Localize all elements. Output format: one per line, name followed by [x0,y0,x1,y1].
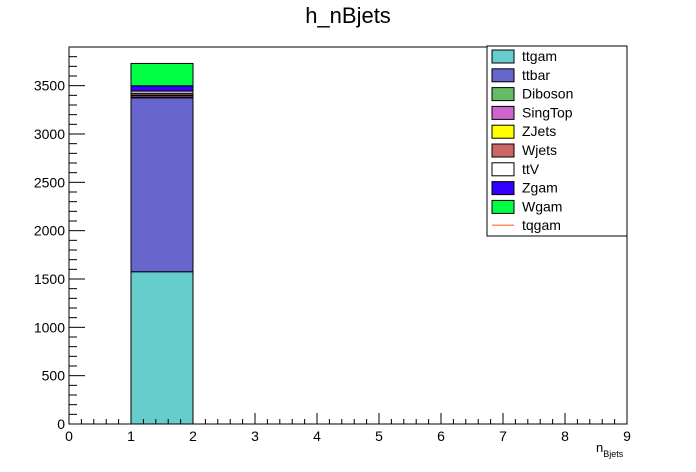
legend-swatch [491,162,515,177]
legend-entry-ttbar: ttbar [491,67,550,83]
legend-swatch [491,124,515,139]
legend-swatch [491,105,515,120]
x-tick-label: 1 [127,428,135,444]
legend-entry-wgam: Wgam [491,198,562,214]
legend-swatch [491,68,515,83]
chart-title: h_nBjets [305,3,391,28]
y-tick-label: 3000 [34,126,65,142]
legend-entry-ttv: ttV [491,161,540,177]
y-tick-label: 0 [57,416,65,432]
x-axis-label-subscript: Bjets [603,449,624,459]
bar-segment-ttgam [130,271,194,425]
legend-label: Wgam [522,198,562,214]
bar-segment-ttbar [130,97,194,273]
x-tick-label: 3 [251,428,259,444]
legend-label: Diboson [522,86,573,102]
legend-label: tqgam [522,217,561,233]
x-tick-label: 9 [623,428,631,444]
bar-segment-zgam [130,85,194,92]
bar-segment-wgam [130,62,194,87]
legend-label: ttgam [522,48,557,64]
x-tick-label: 8 [561,428,569,444]
legend-entry-zjets: ZJets [491,123,556,139]
x-tick-label: 7 [499,428,507,444]
legend-entry-tqgam: tqgam [492,217,561,233]
legend-swatch [491,181,515,196]
legend-entry-singtop: SingTop [491,104,573,120]
legend-label: ZJets [522,123,556,139]
legend-label: Zgam [522,180,558,196]
x-tick-label: 4 [313,428,321,444]
legend-entry-zgam: Zgam [491,180,558,196]
y-tick-label: 3500 [34,78,65,94]
y-tick-label: 500 [42,368,66,384]
legend-entry-wjets: Wjets [491,142,557,158]
x-axis-label: nBjets [596,440,624,459]
x-tick-label: 2 [189,428,197,444]
legend-entry-ttgam: ttgam [491,48,557,64]
legend-label: Wjets [522,142,557,158]
x-axis: 0 1 2 3 4 5 6 7 8 9 [65,413,631,444]
x-tick-label: 5 [375,428,383,444]
x-tick-label: 6 [437,428,445,444]
legend-entry-diboson: Diboson [491,86,573,102]
legend-label: ttV [522,161,540,177]
stacked-bars [130,62,194,425]
y-tick-label: 1500 [34,271,65,287]
legend-label: ttbar [522,67,550,83]
legend-label: SingTop [522,104,573,120]
x-axis-label-main: n [596,440,603,455]
legend-swatch [491,87,515,102]
y-tick-label: 1000 [34,319,65,335]
x-tick-label: 0 [65,428,73,444]
legend-swatch [491,199,515,214]
legend: ttgam ttbar Diboson SingTop ZJets Wjets ttV Zga… [486,45,628,237]
y-tick-label: 2500 [34,174,65,190]
legend-swatch [491,143,515,158]
y-axis: 0 500 1000 1500 2000 2500 3000 3500 [34,46,85,432]
y-tick-label: 2000 [34,223,65,239]
legend-swatch [491,49,515,64]
